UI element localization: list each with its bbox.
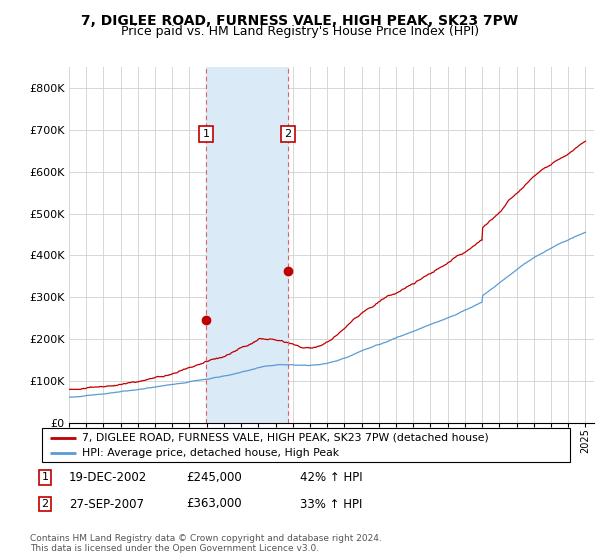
Text: 7, DIGLEE ROAD, FURNESS VALE, HIGH PEAK, SK23 7PW (detached house): 7, DIGLEE ROAD, FURNESS VALE, HIGH PEAK,… [82,433,488,443]
Text: 7, DIGLEE ROAD, FURNESS VALE, HIGH PEAK, SK23 7PW: 7, DIGLEE ROAD, FURNESS VALE, HIGH PEAK,… [82,14,518,28]
Text: Price paid vs. HM Land Registry's House Price Index (HPI): Price paid vs. HM Land Registry's House … [121,25,479,38]
Text: 1: 1 [41,472,49,482]
Text: £363,000: £363,000 [186,497,242,511]
FancyBboxPatch shape [42,428,570,462]
Text: £245,000: £245,000 [186,470,242,484]
Text: Contains HM Land Registry data © Crown copyright and database right 2024.
This d: Contains HM Land Registry data © Crown c… [30,534,382,553]
Text: 33% ↑ HPI: 33% ↑ HPI [300,497,362,511]
Text: 2: 2 [41,499,49,509]
Text: HPI: Average price, detached house, High Peak: HPI: Average price, detached house, High… [82,448,339,458]
Text: 2: 2 [284,129,292,139]
Text: 1: 1 [203,129,209,139]
Text: 27-SEP-2007: 27-SEP-2007 [69,497,144,511]
Text: 19-DEC-2002: 19-DEC-2002 [69,470,147,484]
Bar [206,67,288,423]
Text: 42% ↑ HPI: 42% ↑ HPI [300,470,362,484]
